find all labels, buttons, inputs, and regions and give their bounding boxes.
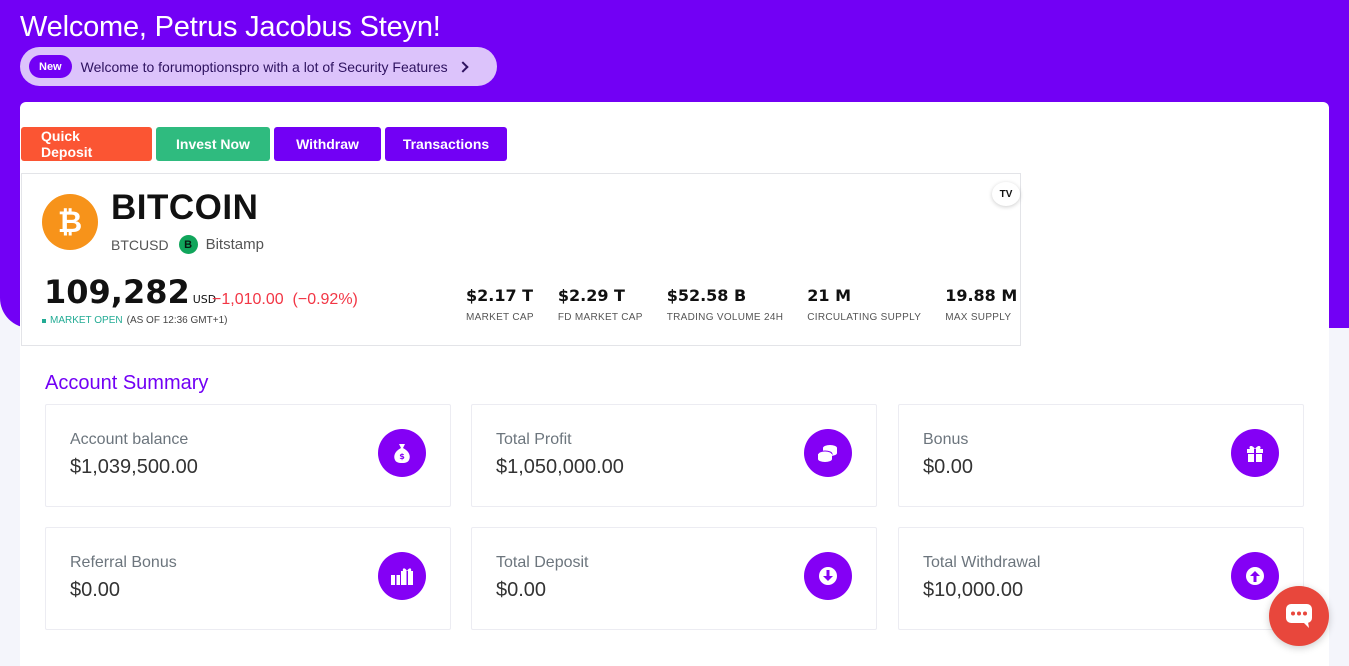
notice-pill[interactable]: New Welcome to forumoptionspro with a lo… — [20, 47, 497, 86]
exchange-name: Bitstamp — [205, 236, 264, 253]
total-deposit-card: Total Deposit $0.00 — [471, 527, 877, 630]
arrow-up-circle-icon — [1231, 552, 1279, 600]
account-balance-card: Account balance $1,039,500.00 $ — [45, 404, 451, 507]
coin-name: BITCOIN — [111, 188, 259, 227]
new-badge: New — [29, 55, 72, 78]
total-withdrawal-card: Total Withdrawal $10,000.00 — [898, 527, 1304, 630]
welcome-heading: Welcome, Petrus Jacobus Steyn! — [20, 11, 441, 43]
trading-pair: BTCUSD — [111, 236, 169, 253]
ticker-stats: $2.17 T MARKET CAP $2.29 T FD MARKET CAP… — [466, 286, 1017, 323]
gift-icon — [1231, 429, 1279, 477]
coin-pair-row: BTCUSD B Bitstamp — [111, 235, 264, 254]
tradingview-logo-icon[interactable]: TV — [992, 182, 1020, 206]
bitcoin-ticker-widget[interactable]: ₿ BITCOIN BTCUSD B Bitstamp TV 109,282 U… — [21, 173, 1021, 346]
chat-bubble-icon — [1286, 604, 1312, 628]
transactions-button[interactable]: Transactions — [385, 127, 507, 161]
action-buttons: Quick Deposit Invest Now Withdraw Transa… — [21, 127, 511, 161]
total-profit-card: Total Profit $1,050,000.00 — [471, 404, 877, 507]
referral-bonus-card: Referral Bonus $0.00 — [45, 527, 451, 630]
bonus-card: Bonus $0.00 — [898, 404, 1304, 507]
chevron-right-icon — [456, 60, 469, 73]
chat-widget-button[interactable] — [1269, 586, 1329, 646]
stat-trading-volume: $52.58 B TRADING VOLUME 24H — [666, 286, 784, 323]
withdraw-button[interactable]: Withdraw — [274, 127, 381, 161]
account-summary-title: Account Summary — [45, 372, 209, 394]
invest-now-button[interactable]: Invest Now — [156, 127, 270, 161]
coins-icon — [804, 429, 852, 477]
arrow-down-circle-icon — [804, 552, 852, 600]
stat-market-cap: $2.17 T MARKET CAP — [466, 286, 534, 323]
notice-text: Welcome to forumoptionspro with a lot of… — [80, 58, 448, 75]
dashboard-card: Quick Deposit Invest Now Withdraw Transa… — [20, 102, 1329, 666]
price-currency: USD — [192, 293, 217, 306]
svg-text:$: $ — [399, 452, 405, 461]
stat-fd-market-cap: $2.29 T FD MARKET CAP — [557, 286, 643, 323]
bitstamp-icon: B — [178, 235, 198, 254]
price-value: 109,282 USD — [44, 273, 217, 311]
stat-circulating-supply: 21 M CIRCULATING SUPPLY — [807, 286, 922, 323]
bitcoin-icon: ₿ — [42, 194, 98, 250]
quick-deposit-button[interactable]: Quick Deposit — [21, 127, 152, 161]
status-dot-icon — [42, 318, 46, 323]
stat-max-supply: 19.88 M MAX SUPPLY — [945, 286, 1018, 323]
money-bag-icon: $ — [378, 429, 426, 477]
market-status: MARKET OPEN (AS OF 12:36 GMT+1) — [42, 315, 227, 326]
price-change: −1,010.00 (−0.92%) — [212, 291, 358, 308]
gifts-icon — [378, 552, 426, 600]
